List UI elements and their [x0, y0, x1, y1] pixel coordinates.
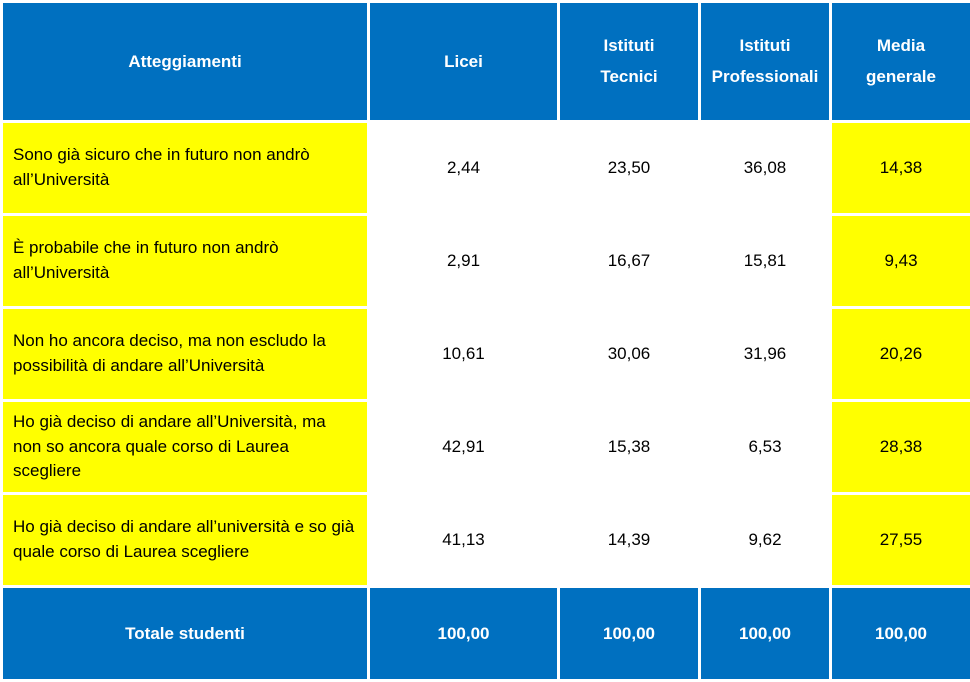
header-cell: Licei [367, 0, 560, 123]
value-cell: 41,13 [367, 492, 560, 588]
value-cell: 9,43 [829, 213, 970, 309]
row-label: Sono già sicuro che in futuro non andrò … [0, 120, 370, 216]
header-row: Atteggiamenti Licei Istituti Tecnici Istitu… [0, 0, 970, 123]
value-cell: 27,55 [829, 492, 970, 588]
footer-value: 100,00 [557, 585, 701, 682]
table-row: Ho già deciso di andare all’Università, … [0, 399, 970, 495]
value-cell: 31,96 [698, 306, 832, 402]
value-cell: 15,81 [698, 213, 832, 309]
row-label: Ho già deciso di andare all’Università, … [0, 399, 370, 495]
value-cell: 28,38 [829, 399, 970, 495]
value-cell: 9,62 [698, 492, 832, 588]
table-row: Non ho ancora deciso, ma non escludo la … [0, 306, 970, 402]
table-row: Sono già sicuro che in futuro non andrò … [0, 120, 970, 216]
footer-row: Totale studenti 100,00 100,00 100,00 100,00 [0, 585, 970, 682]
value-cell: 15,38 [557, 399, 701, 495]
value-cell: 16,67 [557, 213, 701, 309]
value-cell: 14,38 [829, 120, 970, 216]
header-cell: Media generale [829, 0, 970, 123]
value-cell: 14,39 [557, 492, 701, 588]
value-cell: 6,53 [698, 399, 832, 495]
header-cell: Atteggiamenti [0, 0, 370, 123]
footer-value: 100,00 [829, 585, 970, 682]
footer-label: Totale studenti [0, 585, 370, 682]
header-text: Istituti Tecnici [600, 35, 658, 86]
value-cell: 10,61 [367, 306, 560, 402]
footer-value: 100,00 [367, 585, 560, 682]
value-cell: 42,91 [367, 399, 560, 495]
table-row: Ho già deciso di andare all’università e… [0, 492, 970, 588]
value-cell: 20,26 [829, 306, 970, 402]
value-cell: 30,06 [557, 306, 701, 402]
row-label: Ho già deciso di andare all’università e… [0, 492, 370, 588]
header-cell: Istituti Tecnici [557, 0, 701, 123]
value-cell: 2,44 [367, 120, 560, 216]
row-label: Non ho ancora deciso, ma non escludo la … [0, 306, 370, 402]
footer-value: 100,00 [698, 585, 832, 682]
header-text: Istituti Professionali [711, 35, 819, 86]
value-cell: 23,50 [557, 120, 701, 216]
header-cell: Istituti Professionali [698, 0, 832, 123]
table-row: È probabile che in futuro non andrò all’… [0, 213, 970, 309]
header-text: Media generale [866, 35, 936, 86]
row-label: È probabile che in futuro non andrò all’… [0, 213, 370, 309]
value-cell: 36,08 [698, 120, 832, 216]
value-cell: 2,91 [367, 213, 560, 309]
